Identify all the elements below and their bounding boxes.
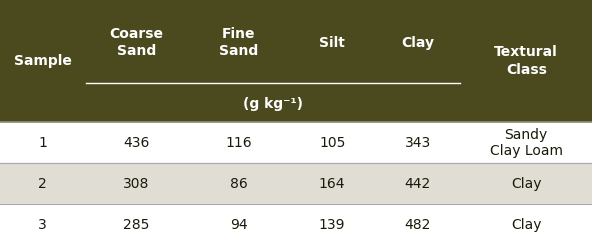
Text: Coarse
Sand: Coarse Sand: [110, 27, 163, 58]
Text: Silt: Silt: [319, 36, 345, 50]
Text: 3: 3: [38, 218, 47, 232]
Text: Fine
Sand: Fine Sand: [219, 27, 258, 58]
Text: 285: 285: [123, 218, 150, 232]
Text: 1: 1: [38, 136, 47, 150]
Text: Textural
Class: Textural Class: [494, 45, 558, 77]
Text: 343: 343: [404, 136, 431, 150]
Text: 164: 164: [319, 177, 345, 191]
Text: 442: 442: [404, 177, 431, 191]
Text: 2: 2: [38, 177, 47, 191]
Bar: [0, 163, 592, 204]
Text: 139: 139: [319, 218, 345, 232]
Text: 436: 436: [123, 136, 150, 150]
Text: Clay: Clay: [511, 218, 542, 232]
Text: Sandy
Clay Loam: Sandy Clay Loam: [490, 128, 563, 158]
Text: 105: 105: [319, 136, 345, 150]
Text: Clay: Clay: [401, 36, 434, 50]
Bar: [0, 0, 592, 122]
Text: 482: 482: [404, 218, 431, 232]
Text: Sample: Sample: [14, 54, 72, 68]
Text: 86: 86: [230, 177, 247, 191]
Bar: [0, 122, 592, 163]
Text: 308: 308: [123, 177, 150, 191]
Bar: [0, 204, 592, 245]
Text: Clay: Clay: [511, 177, 542, 191]
Text: 94: 94: [230, 218, 247, 232]
Text: (g kg⁻¹): (g kg⁻¹): [243, 97, 303, 111]
Text: 116: 116: [225, 136, 252, 150]
